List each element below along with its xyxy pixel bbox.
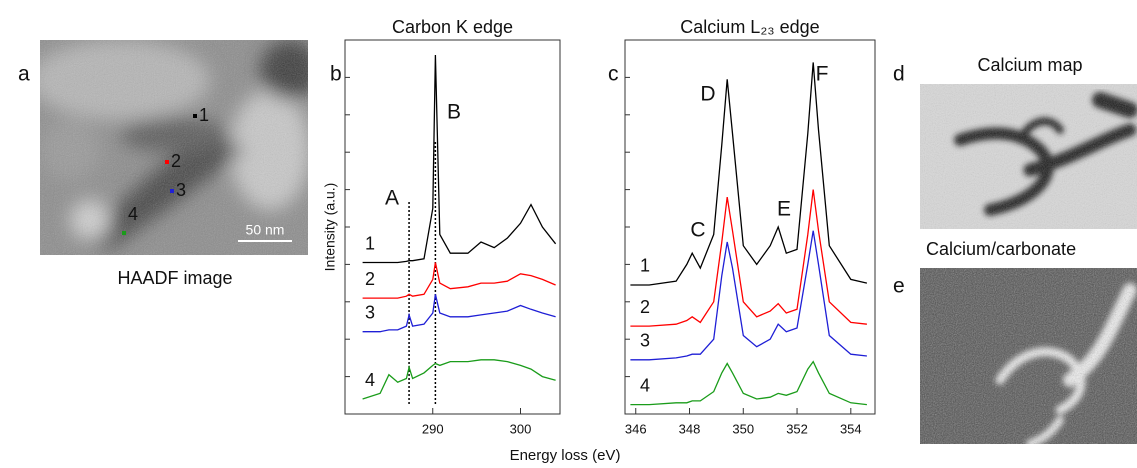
spectrum-line — [630, 360, 867, 406]
spectrum-line — [630, 62, 868, 286]
peak-label: C — [690, 219, 705, 242]
spectrum-line — [362, 294, 556, 333]
point-marker — [122, 231, 126, 235]
point-label: 1 — [199, 105, 209, 125]
x-tick-label: 348 — [679, 421, 701, 436]
curve-label: 1 — [640, 256, 650, 276]
ratio-map-image — [920, 268, 1137, 444]
point-label: 2 — [171, 151, 181, 171]
spectrum-line — [362, 262, 556, 299]
y-axis-label: Intensity (a.u.) — [322, 183, 338, 272]
peak-label: F — [816, 63, 829, 86]
peak-label: D — [700, 83, 715, 106]
scale-bar-label: 50 nm — [246, 222, 285, 238]
panel-letter: c — [608, 63, 619, 86]
x-tick-label: 290 — [422, 421, 444, 436]
image-title: Calcium map — [977, 55, 1082, 75]
point-label: 3 — [176, 180, 186, 200]
x-tick-label: 346 — [625, 421, 647, 436]
peak-label: B — [447, 101, 461, 124]
curve-label: 2 — [640, 297, 650, 317]
spectrum-line — [630, 230, 867, 361]
panel-letter: a — [18, 63, 30, 86]
spectrum-line — [362, 359, 556, 400]
image-caption: HAADF image — [117, 268, 232, 288]
spectrum-line — [362, 54, 557, 264]
curve-label: 4 — [365, 370, 375, 390]
x-tick-label: 352 — [786, 421, 808, 436]
point-label: 4 — [128, 204, 138, 224]
panel-letter: d — [893, 63, 905, 86]
curve-label: 3 — [365, 302, 375, 322]
point-marker — [170, 189, 174, 193]
point-marker — [193, 114, 197, 118]
plot-frame — [624, 39, 876, 415]
point-marker — [165, 160, 169, 164]
peak-label: A — [385, 187, 399, 210]
x-axis-label: Energy loss (eV) — [510, 447, 621, 464]
curve-label: 1 — [365, 233, 375, 253]
image-title: Calcium/carbonate — [926, 239, 1076, 259]
panel-letter: e — [893, 275, 905, 298]
curve-label: 3 — [640, 331, 650, 351]
panel-letter: b — [330, 63, 342, 86]
calcium-map-image — [920, 84, 1137, 229]
chart-title: Calcium L₂₃ edge — [680, 17, 819, 37]
plot-frame — [344, 39, 561, 415]
chart-title: Carbon K edge — [392, 17, 513, 37]
curve-label: 2 — [365, 269, 375, 289]
x-tick-label: 354 — [840, 421, 862, 436]
x-tick-label: 300 — [510, 421, 532, 436]
x-tick-label: 350 — [732, 421, 754, 436]
spectrum-line — [630, 189, 867, 327]
curve-label: 4 — [640, 375, 650, 395]
peak-label: E — [777, 198, 791, 221]
haadf-image — [40, 40, 308, 255]
